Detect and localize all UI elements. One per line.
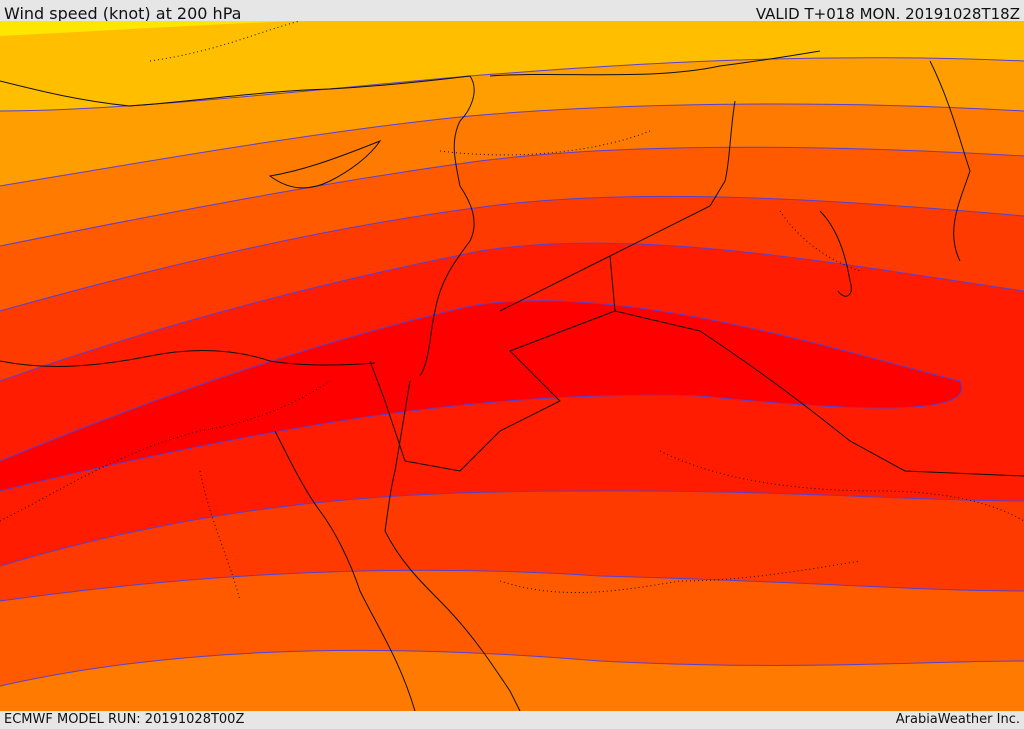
- red-sea-east: [384, 530, 521, 711]
- levant-coast: [419, 120, 475, 377]
- caspian-lake: [819, 210, 852, 297]
- credit-text: ArabiaWeather Inc.: [895, 712, 1020, 727]
- model-run: ECMWF MODEL RUN: 20191028T00Z: [4, 712, 245, 727]
- header-bar: [0, 0, 1024, 21]
- map-title: Wind speed (knot) at 200 hPa: [4, 4, 242, 23]
- coastlines: [0, 75, 852, 711]
- valid-time: VALID T+018 MON. 20191028T18Z: [755, 5, 1020, 23]
- internal-boundaries: [0, 21, 1024, 602]
- turkey-coast: [0, 75, 475, 122]
- gulf-of-suez: [274, 430, 416, 711]
- footer-bar: [0, 711, 1024, 729]
- wind-bands: [0, 21, 1024, 711]
- wind-speed-map: [0, 21, 1024, 711]
- cyprus-outline: [268, 139, 382, 189]
- contour-lines: [0, 57, 1024, 687]
- country-borders: [369, 50, 1024, 477]
- band-7: [0, 300, 962, 491]
- gulf-of-aqaba: [384, 380, 411, 532]
- egypt-coast: [0, 350, 376, 367]
